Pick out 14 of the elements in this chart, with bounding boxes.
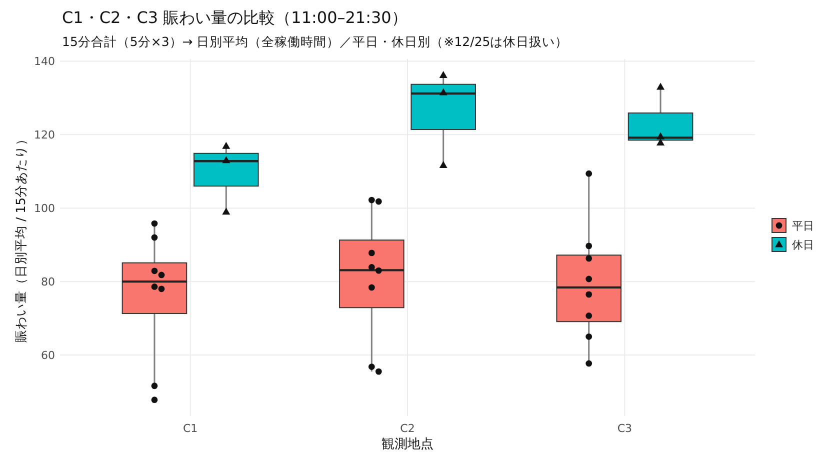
x-tick-label: C2 [400,422,415,435]
y-tick-label: 60 [41,349,55,362]
y-tick-label: 100 [34,202,55,216]
y-tick-label: 80 [41,276,55,289]
x-tick-label: C1 [182,422,198,435]
legend-label: 平日 [792,220,814,232]
x-axis-title: 観測地点 [382,437,434,452]
y-tick-label: 140 [34,55,55,68]
y-tick-label: 120 [34,128,55,142]
y-axis-title: 賑わい量（日別平均 / 15分あたり） [13,132,28,343]
chart-subtitle: 15分合計（5分×3）→ 日別平均（全稼働時間）／平日・休日別（※12/25は休日扱い） [62,34,568,49]
x-tick-label: C3 [617,422,632,435]
legend-label: 休日 [792,238,814,252]
chart-title: C1・C2・C3 賑わい量の比較（11:00–21:30） [62,8,408,27]
